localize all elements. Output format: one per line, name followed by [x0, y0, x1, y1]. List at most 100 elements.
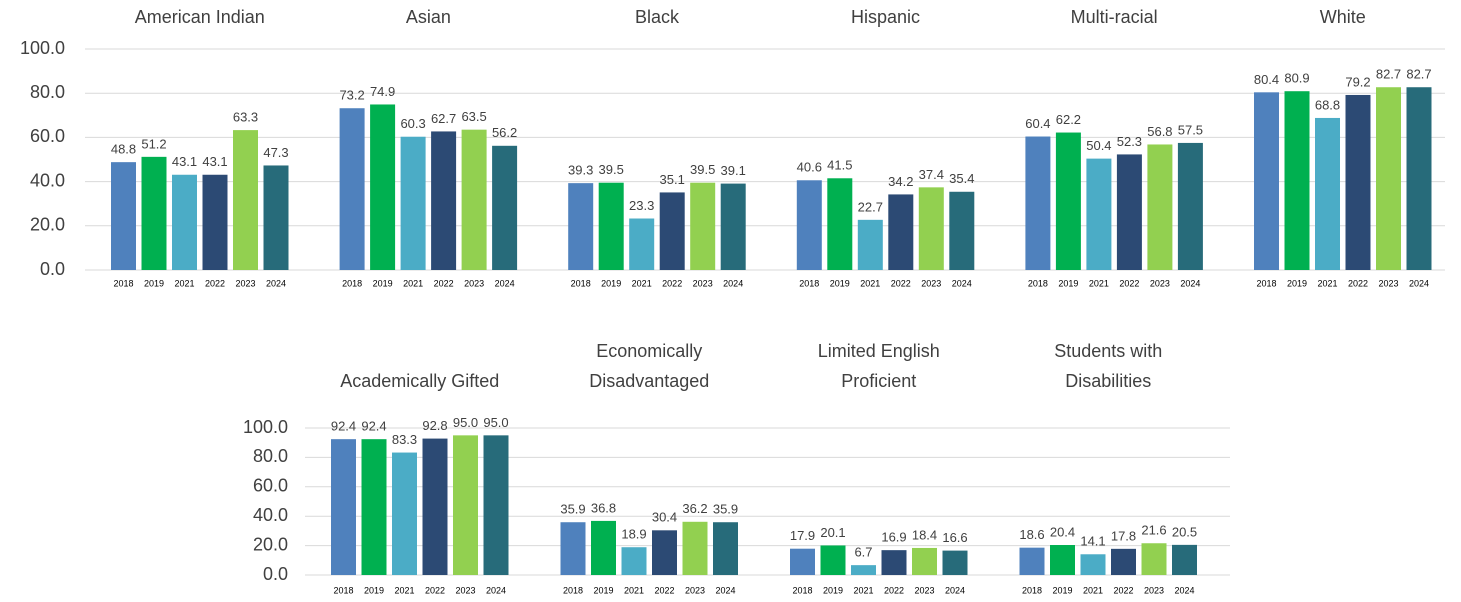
value-label: 34.2 — [888, 174, 913, 189]
panel-title: American Indian — [135, 7, 265, 27]
x-tick-label: 2024 — [945, 585, 965, 595]
value-label: 22.7 — [858, 199, 883, 214]
bar — [912, 547, 937, 575]
value-label: 47.3 — [263, 145, 288, 160]
value-label: 50.4 — [1086, 138, 1111, 153]
value-label: 80.4 — [1254, 72, 1279, 87]
x-tick-label: 2024 — [266, 278, 286, 288]
panel-title: Economically — [596, 341, 702, 361]
bar — [790, 548, 815, 575]
x-tick-label: 2019 — [593, 585, 613, 595]
value-label: 36.2 — [682, 501, 707, 516]
bar — [1080, 554, 1106, 575]
x-tick-label: 2022 — [425, 585, 445, 595]
bar — [1345, 94, 1371, 270]
value-label: 18.4 — [912, 527, 937, 542]
value-label: 92.8 — [422, 418, 447, 433]
value-label: 6.7 — [854, 545, 872, 560]
value-label: 40.6 — [797, 160, 822, 175]
value-label: 83.3 — [392, 432, 417, 447]
value-label: 41.5 — [827, 158, 852, 173]
x-tick-label: 2019 — [1058, 278, 1078, 288]
x-tick-label: 2021 — [1089, 278, 1109, 288]
bar — [431, 131, 457, 270]
y-tick-label: 60.0 — [30, 126, 65, 146]
value-label: 18.6 — [1019, 527, 1044, 542]
panel-title: Multi-racial — [1071, 7, 1158, 27]
y-tick-label: 40.0 — [30, 170, 65, 190]
value-label: 68.8 — [1315, 97, 1340, 112]
x-tick-label: 2022 — [662, 278, 682, 288]
panel-title: Asian — [406, 7, 451, 27]
bar — [881, 550, 907, 575]
x-tick-label: 2021 — [853, 585, 873, 595]
bar — [1111, 548, 1136, 575]
value-label: 80.9 — [1284, 71, 1309, 86]
x-tick-label: 2019 — [144, 278, 164, 288]
value-label: 63.5 — [461, 109, 486, 124]
x-tick-label: 2021 — [860, 278, 880, 288]
value-label: 35.9 — [560, 502, 585, 517]
value-label: 17.8 — [1111, 528, 1136, 543]
x-tick-label: 2021 — [624, 585, 644, 595]
value-label: 16.9 — [881, 530, 906, 545]
x-tick-label: 2023 — [693, 278, 713, 288]
value-label: 95.0 — [483, 415, 508, 430]
value-label: 56.8 — [1147, 124, 1172, 139]
bar — [1086, 158, 1112, 270]
bar — [857, 219, 883, 270]
bar — [1177, 142, 1203, 270]
bar — [629, 218, 655, 270]
bar — [598, 182, 624, 270]
bar — [453, 435, 478, 575]
bar — [851, 565, 876, 575]
x-tick-label: 2023 — [235, 278, 255, 288]
bar — [1284, 91, 1310, 270]
bar — [483, 435, 509, 575]
x-tick-label: 2023 — [464, 278, 484, 288]
bar — [422, 438, 448, 575]
bar — [1055, 132, 1081, 270]
bar — [1050, 545, 1075, 575]
value-label: 60.3 — [400, 116, 425, 131]
x-tick-label: 2019 — [373, 278, 393, 288]
x-tick-label: 2023 — [921, 278, 941, 288]
y-tick-label: 20.0 — [30, 215, 65, 235]
bar — [339, 108, 365, 270]
bar — [370, 104, 396, 270]
x-tick-label: 2019 — [1052, 585, 1072, 595]
value-label: 62.2 — [1056, 112, 1081, 127]
x-tick-label: 2019 — [601, 278, 621, 288]
panel-title: White — [1320, 7, 1366, 27]
bar — [1019, 547, 1045, 575]
x-tick-label: 2019 — [830, 278, 850, 288]
bar — [659, 192, 685, 270]
x-tick-label: 2018 — [113, 278, 133, 288]
x-tick-label: 2019 — [1287, 278, 1307, 288]
value-label: 43.1 — [202, 154, 227, 169]
value-label: 95.0 — [453, 415, 478, 430]
x-tick-label: 2024 — [952, 278, 972, 288]
bar — [392, 452, 417, 575]
value-label: 20.4 — [1050, 524, 1075, 539]
y-tick-label: 0.0 — [40, 259, 65, 279]
x-tick-label: 2018 — [563, 585, 583, 595]
bar — [202, 174, 228, 270]
value-label: 48.8 — [111, 142, 136, 157]
bar — [1141, 543, 1167, 575]
value-label: 74.9 — [370, 84, 395, 99]
y-tick-label: 100.0 — [20, 38, 65, 58]
bar — [492, 145, 518, 270]
bar — [1116, 154, 1142, 270]
bar — [233, 130, 258, 270]
panel-title: Limited English — [818, 341, 940, 361]
bar — [560, 522, 586, 575]
value-label: 20.1 — [820, 525, 845, 540]
value-label: 36.8 — [591, 500, 616, 515]
x-tick-label: 2022 — [884, 585, 904, 595]
value-label: 20.5 — [1172, 524, 1197, 539]
value-label: 17.9 — [790, 528, 815, 543]
x-tick-label: 2022 — [891, 278, 911, 288]
x-tick-label: 2019 — [364, 585, 384, 595]
